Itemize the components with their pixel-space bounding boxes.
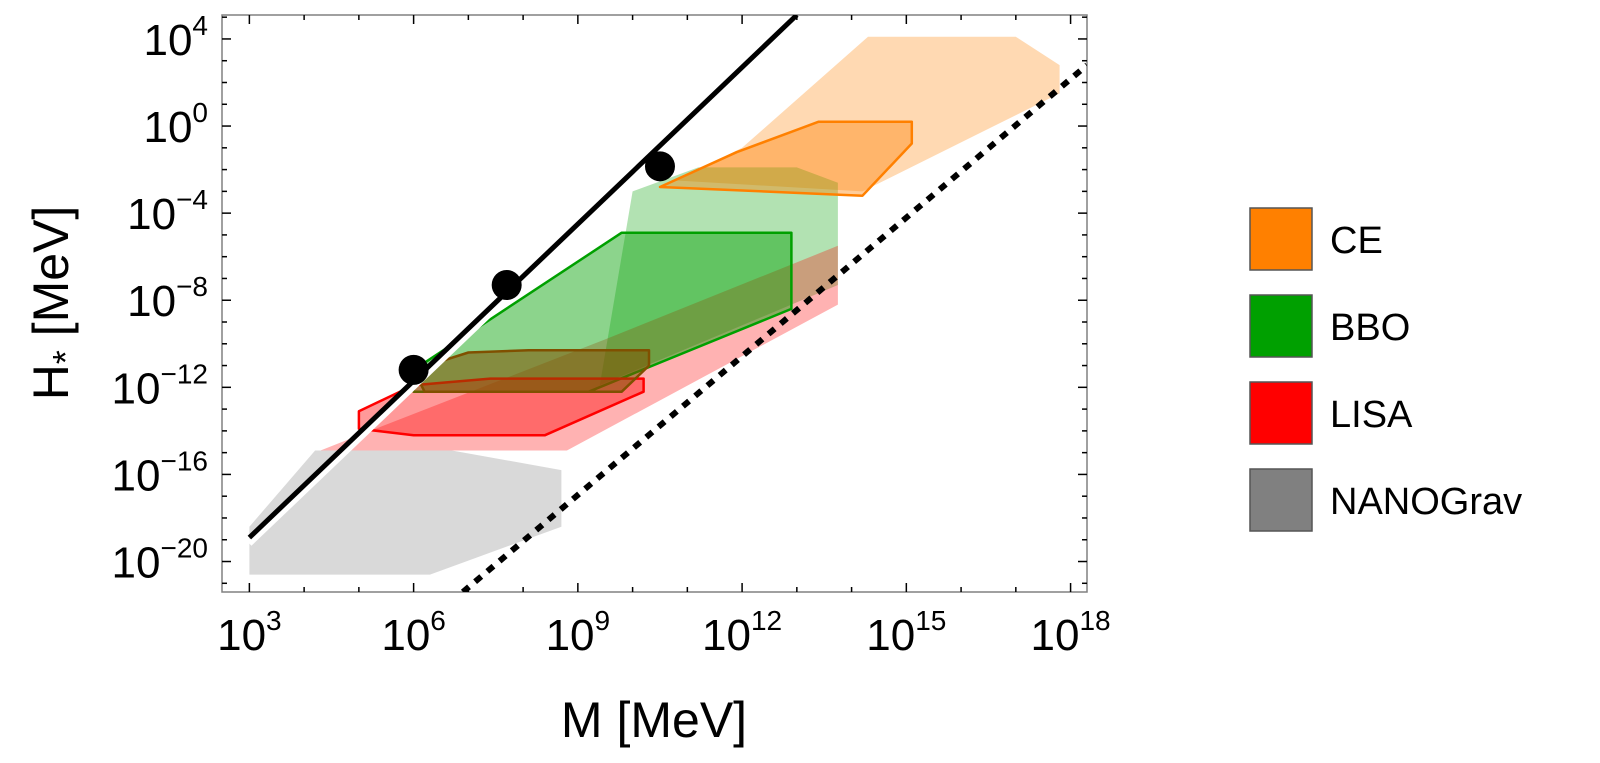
upper-bound-line-halo <box>247 18 799 546</box>
legend-item-nanograv: NANOGrav <box>1249 468 1522 532</box>
region-nanograv-core <box>412 349 651 393</box>
region-bbo-envelope <box>599 167 838 386</box>
ticks-layer <box>222 15 1087 592</box>
data-point-3 <box>644 151 675 182</box>
legend-item-lisa: LISA <box>1249 381 1413 445</box>
legend-swatch <box>1249 468 1313 532</box>
region-ce-core <box>658 120 914 197</box>
y-axis-title: H* [MeV] <box>23 206 86 401</box>
points-layer <box>398 151 675 385</box>
tick-labels-layer: 103 106 109 1012 1015 1018 104 100 10−4 10−8 10−12… <box>112 10 1111 660</box>
y-tick-label: 10−8 <box>127 271 208 326</box>
x-axis-title: M [MeV] <box>561 692 747 748</box>
x-tick-label: 109 <box>546 605 611 660</box>
y-tick-label: 10−4 <box>127 184 208 239</box>
region-nanograv-envelope <box>249 450 562 575</box>
y-axis-title-symbol: H <box>23 364 79 400</box>
legend: CE BBO LISA NANOGrav <box>1249 207 1522 532</box>
upper-bound-line <box>247 15 799 540</box>
y-tick-label: 10−16 <box>112 445 208 500</box>
x-tick-label: 1015 <box>866 605 946 660</box>
y-axis-title-subscript: * <box>45 350 86 364</box>
x-tick-label: 1018 <box>1031 605 1111 660</box>
x-tick-label: 1012 <box>702 605 782 660</box>
y-tick-label: 100 <box>143 97 208 152</box>
legend-label: CE <box>1330 220 1383 262</box>
legend-label: LISA <box>1330 394 1413 436</box>
y-tick-label: 10−12 <box>112 358 208 413</box>
legend-label: BBO <box>1330 307 1410 349</box>
legend-item-ce: CE <box>1249 207 1383 271</box>
y-axis-title-unit: [MeV] <box>23 206 79 350</box>
legend-label: NANOGrav <box>1330 481 1522 523</box>
lines-layer <box>247 15 1087 592</box>
y-tick-label: 10−20 <box>112 533 208 588</box>
legend-swatch <box>1249 381 1313 445</box>
x-tick-label: 106 <box>381 605 446 660</box>
region-ce-envelope <box>676 36 1060 192</box>
x-tick-label: 103 <box>217 605 282 660</box>
data-point-1 <box>398 354 429 385</box>
regions-layer <box>249 36 1060 575</box>
plot-frame <box>221 14 1088 593</box>
legend-swatch <box>1249 294 1313 358</box>
legend-item-bbo: BBO <box>1249 294 1410 358</box>
data-point-2 <box>491 269 522 300</box>
legend-swatch <box>1249 207 1313 271</box>
y-tick-label: 104 <box>143 10 208 65</box>
